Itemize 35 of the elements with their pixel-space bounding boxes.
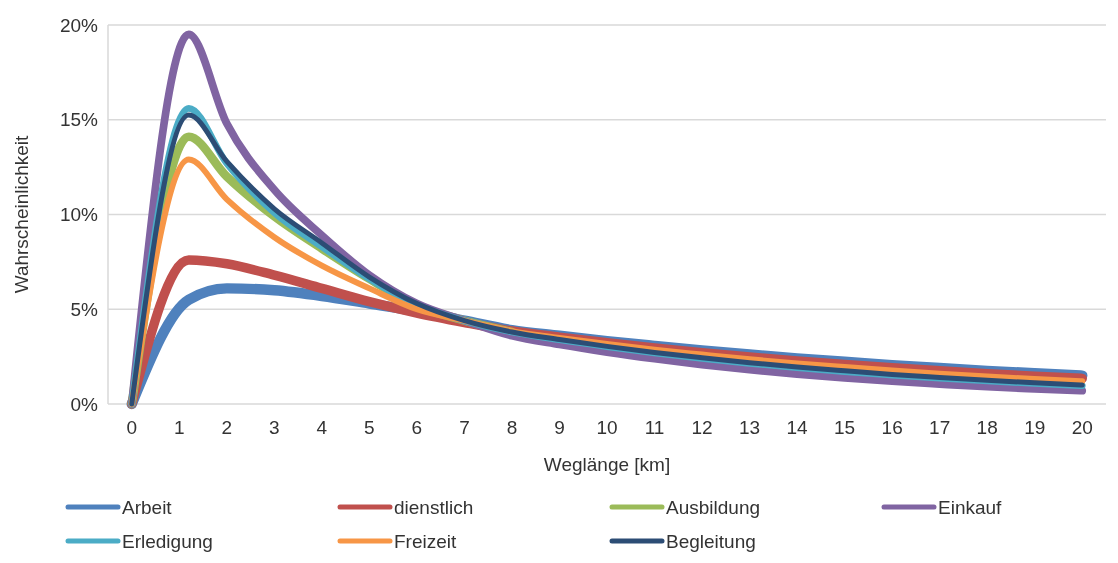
- y-axis-title: Wahrscheinlichkeit: [11, 134, 32, 294]
- x-tick-label: 20: [1071, 417, 1093, 438]
- x-tick-label: 13: [739, 417, 761, 438]
- x-tick-label: 7: [459, 417, 470, 438]
- legend-label: Begleitung: [666, 530, 756, 552]
- legend-label: Einkauf: [938, 496, 1003, 518]
- y-tick-label: 15%: [59, 109, 99, 131]
- x-tick-label: 12: [691, 417, 713, 438]
- x-tick-label: 0: [126, 417, 138, 438]
- x-tick-label: 15: [834, 417, 856, 438]
- x-tick-label: 2: [221, 417, 233, 438]
- x-tick-label: 5: [364, 417, 375, 438]
- x-tick-label: 3: [269, 417, 280, 438]
- x-tick-label: 6: [411, 417, 423, 438]
- x-tick-label: 4: [316, 417, 328, 438]
- x-tick-label: 17: [929, 417, 951, 438]
- x-tick-label: 18: [976, 417, 998, 438]
- x-tick-label: 8: [506, 417, 518, 438]
- legend-label: Arbeit: [122, 496, 173, 518]
- legend-label: dienstlich: [394, 496, 474, 518]
- x-tick-label: 19: [1024, 417, 1046, 438]
- legend-label: Ausbildung: [666, 496, 761, 518]
- x-tick-label: 14: [786, 417, 809, 438]
- y-tick-label: 20%: [59, 14, 99, 36]
- x-tick-label: 9: [554, 417, 565, 438]
- legend-label: Freizeit: [394, 530, 458, 552]
- y-tick-label: 5%: [70, 298, 99, 320]
- x-tick-label: 16: [881, 417, 903, 438]
- x-tick-label: 11: [644, 417, 665, 438]
- y-tick-label: 10%: [59, 204, 99, 226]
- x-tick-label: 1: [174, 417, 185, 438]
- x-axis-title: Weglänge [km]: [543, 454, 671, 475]
- y-tick-label: 0%: [70, 393, 99, 415]
- x-tick-label: 10: [596, 417, 618, 438]
- legend-label: Erledigung: [122, 530, 213, 552]
